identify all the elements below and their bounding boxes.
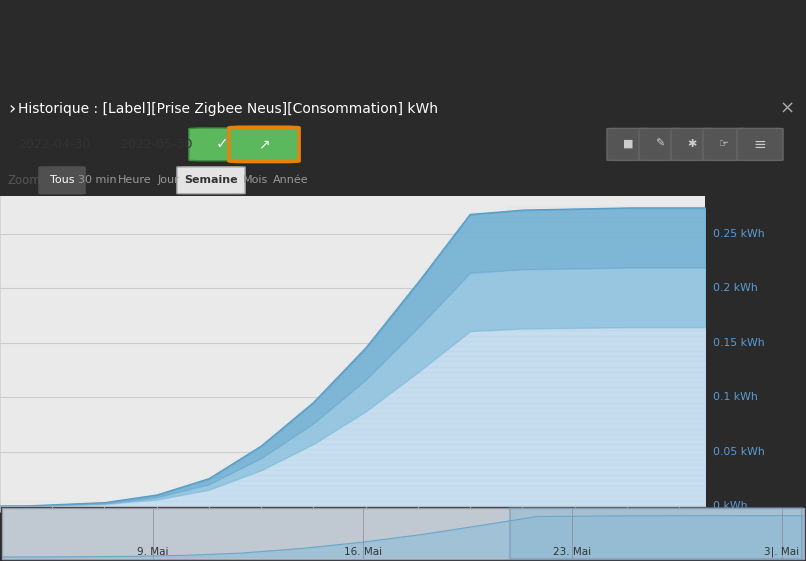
Text: Historique : [Label][Prise Zigbee Neus][Consommation] kWh: Historique : [Label][Prise Zigbee Neus][… [18,102,438,116]
Text: 2022-05-30: 2022-05-30 [120,137,193,150]
Text: ≡: ≡ [754,136,767,151]
Text: 30 min: 30 min [78,175,117,185]
Text: Mois: Mois [243,175,268,185]
FancyBboxPatch shape [39,167,85,194]
Text: 16. Mai: 16. Mai [343,547,382,557]
Text: 2022-04-30: 2022-04-30 [18,137,90,150]
FancyBboxPatch shape [737,128,783,160]
Text: 3|. Mai: 3|. Mai [764,546,800,557]
Text: Année: Année [273,175,309,185]
FancyBboxPatch shape [703,128,745,160]
Text: Tous: Tous [50,175,74,185]
Text: Zoom: Zoom [8,173,42,186]
Text: Heure: Heure [118,175,152,185]
FancyBboxPatch shape [607,128,649,160]
Text: ✓: ✓ [216,136,228,151]
Text: ›: › [8,100,15,118]
Text: ■: ■ [623,139,634,149]
FancyBboxPatch shape [177,167,245,194]
Text: 0.05 kWh: 0.05 kWh [713,447,765,457]
Text: Semaine: Semaine [185,175,238,185]
FancyBboxPatch shape [229,127,299,162]
FancyBboxPatch shape [671,128,713,160]
Text: 0.2 kWh: 0.2 kWh [713,283,758,293]
FancyBboxPatch shape [639,128,681,160]
Text: 0.1 kWh: 0.1 kWh [713,392,758,402]
Text: ✱: ✱ [688,139,696,149]
Text: 0 kWh: 0 kWh [713,501,748,511]
Text: 9. Mai: 9. Mai [137,547,169,557]
Text: Jour: Jour [157,175,179,185]
Text: ×: × [780,100,795,118]
Text: ✎: ✎ [655,139,665,149]
Text: 0.25 kWh: 0.25 kWh [713,229,765,239]
Text: 0.15 kWh: 0.15 kWh [713,338,765,348]
Text: 23. Mai: 23. Mai [553,547,592,557]
Bar [510,508,802,559]
Text: ☞: ☞ [719,139,729,149]
Text: ↗: ↗ [258,137,270,151]
FancyBboxPatch shape [189,128,256,161]
